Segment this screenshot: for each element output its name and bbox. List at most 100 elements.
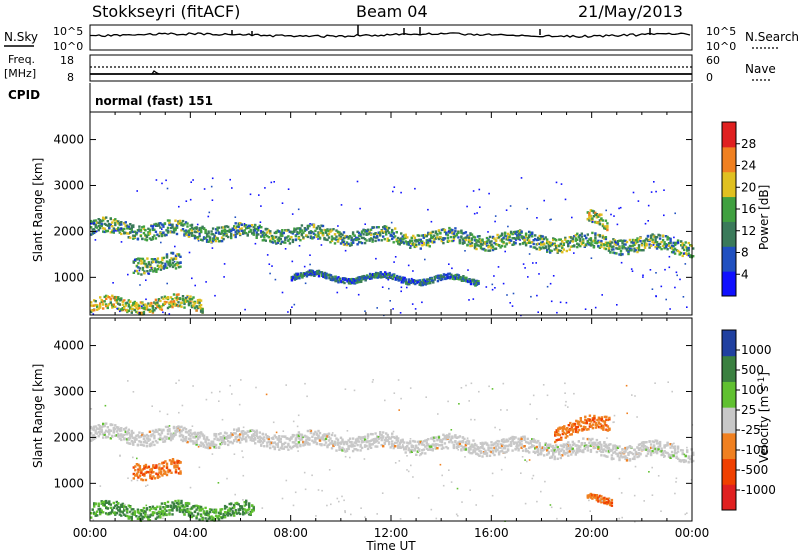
range-gate-cell (538, 242, 541, 246)
range-gate-cell (195, 230, 198, 234)
range-gate-cell (129, 435, 132, 439)
range-gate-cell (245, 432, 248, 435)
range-gate-cell (365, 444, 368, 448)
range-gate-cell (139, 440, 143, 444)
range-gate-cell (520, 230, 523, 233)
range-gate-cell (154, 230, 158, 233)
range-gate-cell (97, 435, 100, 438)
range-gate-cell (453, 277, 456, 281)
range-gate-cell (613, 450, 617, 454)
range-gate-cell (210, 442, 213, 445)
range-gate-cell (455, 436, 459, 439)
range-gate-cell (339, 442, 343, 445)
range-gate-cell (156, 301, 159, 304)
range-gate-cell (176, 253, 179, 256)
range-gate-cell (500, 438, 504, 442)
range-gate-cell (562, 443, 565, 446)
range-gate-cell (192, 505, 195, 508)
power-y-axis-label: Slant Range [km] (31, 158, 45, 262)
range-gate-cell (296, 434, 299, 437)
range-gate-cell (129, 505, 132, 509)
range-gate-cell (461, 439, 465, 443)
range-gate-cell (261, 234, 264, 237)
range-gate-cell (664, 243, 668, 246)
range-gate-cell (464, 448, 468, 451)
range-gate-cell (139, 512, 143, 516)
range-gate-cell (531, 438, 534, 441)
range-gate-cell (494, 220, 496, 223)
range-gate-cell (465, 280, 468, 283)
range-gate-cell (136, 303, 140, 306)
range-gate-cell (567, 441, 570, 444)
range-gate-cell (148, 237, 152, 240)
range-gate-cell (187, 229, 191, 232)
range-gate-cell (213, 437, 216, 441)
range-gate-cell (168, 265, 172, 268)
range-gate-cell (682, 296, 685, 298)
range-gate-cell (278, 448, 281, 451)
range-gate-cell (151, 307, 155, 310)
range-gate-cell (314, 436, 317, 440)
range-gate-cell (345, 449, 349, 453)
range-gate-cell (335, 235, 338, 238)
range-gate-cell (174, 245, 176, 248)
power-colorbar-swatch (722, 221, 736, 247)
range-gate-cell (93, 219, 96, 222)
range-gate-cell (577, 445, 580, 448)
range-gate-cell (127, 431, 130, 435)
range-gate-cell (664, 451, 668, 454)
range-gate-cell (345, 241, 349, 244)
range-gate-cell (115, 507, 118, 510)
range-gate-cell (127, 236, 130, 239)
range-gate-cell (353, 282, 357, 285)
range-gate-cell (598, 449, 602, 452)
range-gate-cell (163, 301, 167, 305)
range-gate-cell (669, 446, 672, 449)
range-gate-cell (303, 227, 307, 230)
range-gate-cell (479, 245, 483, 248)
range-gate-cell (210, 444, 213, 447)
range-gate-cell (102, 433, 105, 436)
range-gate-cell (133, 308, 136, 312)
range-gate-cell (372, 226, 376, 229)
range-gate-cell (589, 244, 593, 247)
range-gate-cell (448, 239, 451, 243)
range-gate-cell (337, 276, 340, 279)
freq-label-line1: Freq. (8, 53, 35, 66)
range-gate-cell (558, 244, 561, 247)
range-gate-cell (99, 304, 102, 307)
range-gate-cell (334, 279, 337, 283)
range-gate-cell (155, 268, 158, 271)
range-gate-cell (351, 443, 355, 446)
range-gate-cell (389, 300, 391, 302)
range-gate-cell (512, 230, 516, 234)
range-gate-cell (141, 302, 144, 305)
noise-sky-label: N.Sky (4, 30, 38, 44)
range-gate-cell (603, 454, 606, 457)
range-gate-cell (540, 241, 543, 244)
range-gate-cell (556, 244, 559, 247)
range-gate-cell (132, 508, 135, 511)
range-gate-cell (102, 425, 105, 428)
range-gate-cell (457, 436, 460, 439)
range-gate-cell (637, 455, 641, 458)
range-gate-cell (199, 507, 203, 510)
range-gate-cell (409, 441, 412, 445)
range-gate-cell (527, 276, 529, 278)
range-gate-cell (631, 457, 635, 460)
range-gate-cell (252, 229, 255, 232)
range-gate-cell (622, 245, 626, 249)
freq-panel-frame (89, 54, 693, 82)
range-gate-cell (186, 296, 189, 298)
range-gate-cell (337, 225, 339, 227)
range-gate-cell (543, 237, 546, 241)
range-gate-cell (318, 237, 322, 240)
range-gate-cell (121, 505, 124, 508)
range-gate-cell (630, 451, 633, 455)
range-gate-cell (372, 438, 376, 441)
range-gate-cell (584, 308, 587, 310)
range-gate-cell (562, 445, 565, 449)
range-gate-cell (145, 445, 149, 448)
range-gate-cell (145, 437, 149, 440)
range-gate-cell (296, 230, 299, 234)
